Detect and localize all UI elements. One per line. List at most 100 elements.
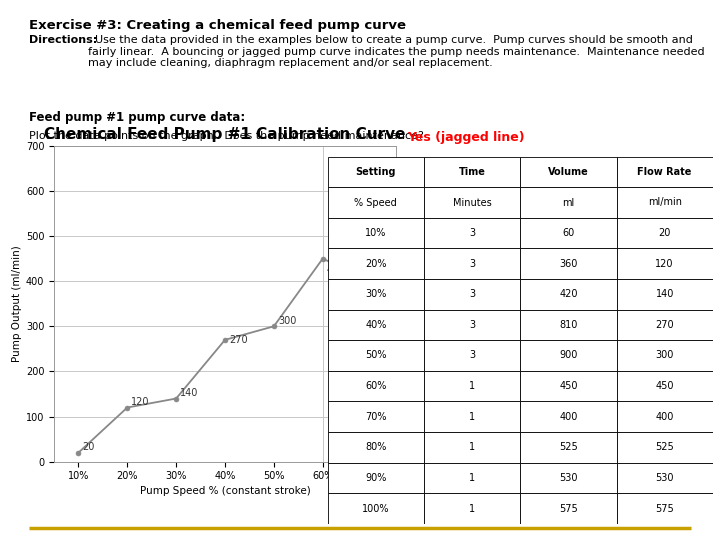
Bar [328,248,424,279]
Text: 60: 60 [562,228,575,238]
Text: 400: 400 [559,411,577,422]
Bar [521,432,616,463]
Bar [521,493,616,524]
Text: Minutes: Minutes [453,198,492,207]
Text: 3: 3 [469,320,475,330]
Text: 1: 1 [469,411,475,422]
Text: 3: 3 [469,350,475,361]
Text: 50%: 50% [365,350,387,361]
Text: 900: 900 [559,350,577,361]
Text: 10%: 10% [365,228,387,238]
Text: 360: 360 [559,259,577,269]
Text: 400: 400 [376,271,394,280]
Text: 270: 270 [229,335,248,345]
Text: 530: 530 [559,473,577,483]
Bar [521,157,616,187]
Bar [328,401,424,432]
Text: 1: 1 [469,503,475,514]
Text: 20: 20 [83,442,95,452]
Bar [424,187,520,218]
Bar [328,371,424,401]
Text: 60%: 60% [365,381,387,391]
Text: 140: 140 [180,388,199,398]
Text: Directions:: Directions: [29,35,97,45]
Bar [521,187,616,218]
Bar [616,279,713,309]
Bar [521,309,616,340]
Bar [328,340,424,371]
Bar [616,248,713,279]
Bar [328,187,424,218]
Text: 270: 270 [655,320,674,330]
Text: 3: 3 [469,289,475,299]
Bar [328,309,424,340]
Bar [424,401,520,432]
Bar [328,157,424,187]
Text: 420: 420 [559,289,577,299]
Text: Use the data provided in the examples below to create a pump curve.  Pump curves: Use the data provided in the examples be… [88,35,704,68]
Bar [616,157,713,187]
Bar [424,371,520,401]
Bar [521,463,616,493]
Text: 525: 525 [655,442,674,453]
Bar [616,309,713,340]
Text: 120: 120 [655,259,674,269]
Text: 120: 120 [132,397,150,407]
Text: 575: 575 [559,503,577,514]
Text: Yes (jagged line): Yes (jagged line) [407,131,524,144]
Text: 3: 3 [469,228,475,238]
Text: 1: 1 [469,442,475,453]
Bar [328,493,424,524]
Text: 20%: 20% [365,259,387,269]
Text: 100%: 100% [362,503,390,514]
Bar [424,248,520,279]
Bar [424,463,520,493]
Title: Chemical Feed Pump #1 Calibration Curve: Chemical Feed Pump #1 Calibration Curve [44,127,406,142]
Bar [616,463,713,493]
Text: 80%: 80% [365,442,387,453]
Text: Volume: Volume [548,167,589,177]
Bar [424,218,520,248]
Text: 300: 300 [655,350,674,361]
Text: Exercise #3: Creating a chemical feed pump curve: Exercise #3: Creating a chemical feed pu… [29,19,406,32]
Text: 70%: 70% [365,411,387,422]
Bar [328,463,424,493]
Text: ml: ml [562,198,575,207]
Text: Setting: Setting [356,167,396,177]
Bar [424,340,520,371]
Text: 40%: 40% [365,320,387,330]
Text: ml/min: ml/min [648,198,682,207]
Text: 530: 530 [655,473,674,483]
Text: 30%: 30% [365,289,387,299]
Text: Feed pump #1 pump curve data:: Feed pump #1 pump curve data: [29,111,245,124]
Text: 1: 1 [469,473,475,483]
Bar [328,432,424,463]
Bar [424,493,520,524]
Bar [328,218,424,248]
Bar [616,218,713,248]
Bar [424,309,520,340]
Text: 90%: 90% [365,473,387,483]
Text: 20: 20 [659,228,671,238]
Text: 1: 1 [469,381,475,391]
Bar [616,371,713,401]
Text: Flow Rate: Flow Rate [637,167,692,177]
Text: % Speed: % Speed [354,198,397,207]
Text: 525: 525 [559,442,577,453]
Text: Plot the data points on the graph.  Does the pump need maintenance?: Plot the data points on the graph. Does … [29,131,423,141]
Bar [616,187,713,218]
Bar [616,493,713,524]
Bar [616,432,713,463]
Bar [521,279,616,309]
Bar [521,218,616,248]
Text: 300: 300 [278,315,297,326]
Text: 450: 450 [559,381,577,391]
Text: 140: 140 [655,289,674,299]
Text: 810: 810 [559,320,577,330]
X-axis label: Pump Speed % (constant stroke): Pump Speed % (constant stroke) [140,485,310,496]
Bar [424,432,520,463]
Y-axis label: Pump Output (ml/min): Pump Output (ml/min) [12,245,22,362]
Bar [521,401,616,432]
Bar [616,340,713,371]
Text: 3: 3 [469,259,475,269]
